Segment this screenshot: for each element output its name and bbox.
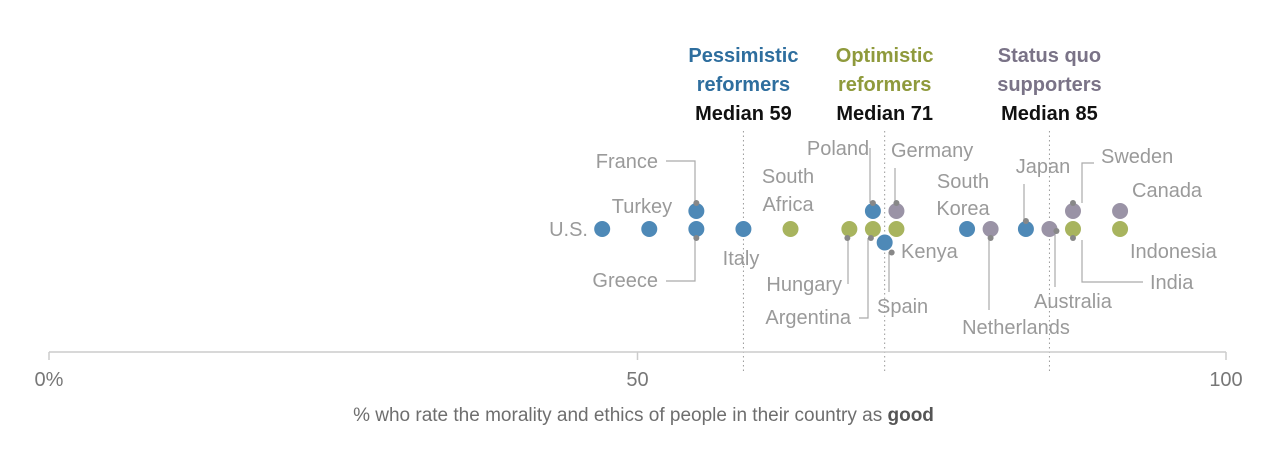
point-south-africa — [782, 221, 799, 237]
connector-dot — [987, 235, 994, 241]
label-south-korea: South Korea — [936, 171, 990, 220]
x-tick-label: 0% — [35, 369, 64, 391]
point-france — [688, 203, 705, 219]
label-u-s-: U.S. — [549, 219, 588, 241]
point-australia — [1041, 221, 1058, 237]
leader-line — [666, 160, 696, 205]
connector-dot — [888, 249, 895, 256]
point-sweden — [1064, 203, 1081, 219]
median-label-pessimistic: Median 59 — [695, 103, 792, 125]
label-south-africa-line: Africa — [762, 194, 814, 216]
point-spain — [876, 234, 893, 251]
point-japan — [1017, 221, 1034, 237]
country-labels: U.S. Turkey France Greece Italy South Africa Hu… — [549, 138, 1218, 339]
label-canada: Canada — [1132, 180, 1203, 202]
point-india — [1064, 221, 1081, 237]
label-netherlands: Netherlands — [962, 317, 1070, 339]
leader-line — [1081, 162, 1094, 203]
connector-dot — [893, 200, 900, 206]
label-australia: Australia — [1034, 291, 1113, 313]
label-turkey: Turkey — [612, 196, 672, 218]
group-title-statusquo: supporters — [997, 74, 1101, 96]
point-netherlands — [982, 221, 999, 237]
label-south-africa-line: South — [762, 166, 814, 188]
point-south-korea — [959, 221, 976, 237]
point-italy — [735, 221, 752, 237]
connector-dot — [1069, 200, 1076, 206]
group-title-optimistic: reformers — [838, 74, 931, 96]
median-label-statusquo: Median 85 — [1001, 103, 1098, 125]
label-france: France — [596, 151, 658, 173]
point-turkey — [641, 221, 658, 237]
median-label-optimistic: Median 71 — [836, 103, 933, 125]
group-title-statusquo: Status quo — [998, 45, 1101, 67]
label-spain: Spain — [877, 296, 928, 318]
median-lines — [742, 131, 1050, 374]
label-italy: Italy — [723, 248, 760, 270]
x-axis-title-text: % who rate the morality and ethics of pe… — [353, 405, 887, 426]
label-hungary: Hungary — [766, 274, 842, 296]
point-hungary — [841, 221, 858, 237]
x-axis-title: % who rate the morality and ethics of pe… — [353, 405, 934, 426]
leader-line — [1081, 240, 1143, 283]
label-south-korea-line: Korea — [936, 198, 990, 220]
leader-line — [666, 240, 696, 282]
label-greece: Greece — [592, 270, 658, 292]
label-poland: Poland — [807, 138, 869, 160]
point-argentina — [864, 221, 881, 237]
leader-line — [859, 238, 869, 319]
point-germany — [888, 203, 905, 219]
data-points — [594, 200, 1129, 256]
connector-dot — [1053, 228, 1060, 234]
point-poland — [864, 203, 881, 219]
connector-dot — [1022, 218, 1029, 224]
connector-dot — [1069, 235, 1076, 241]
label-kenya: Kenya — [901, 241, 959, 263]
label-south-africa: South Africa — [762, 166, 815, 216]
label-sweden: Sweden — [1101, 146, 1173, 168]
label-india: India — [1150, 272, 1194, 294]
x-tick-label: 50 — [626, 369, 648, 391]
label-germany: Germany — [891, 140, 973, 162]
group-title-pessimistic: reformers — [697, 74, 790, 96]
point-kenya — [888, 221, 905, 237]
connector-dot — [869, 200, 876, 206]
point-u-s- — [594, 221, 611, 237]
x-axis-title-emphasis: good — [887, 405, 933, 426]
group-headers: Pessimistic reformers Median 59 Optimistic r… — [688, 45, 1101, 125]
connector-dot — [693, 235, 700, 241]
label-japan: Japan — [1016, 156, 1071, 178]
label-argentina: Argentina — [765, 307, 851, 329]
point-greece — [688, 221, 705, 237]
group-title-optimistic: Optimistic — [836, 45, 934, 67]
connector-dot — [693, 200, 700, 206]
x-axis: 0% 50 100 % who rate the morality and ethic… — [35, 351, 1243, 426]
group-title-pessimistic: Pessimistic — [688, 45, 798, 67]
connector-dot — [844, 235, 851, 241]
point-indonesia — [1112, 221, 1129, 237]
connector-dot — [867, 235, 874, 241]
label-south-korea-line: South — [937, 171, 989, 193]
label-indonesia: Indonesia — [1130, 241, 1218, 263]
leader-lines — [666, 148, 1143, 319]
point-canada — [1112, 203, 1129, 219]
x-tick-label: 100 — [1209, 369, 1242, 391]
